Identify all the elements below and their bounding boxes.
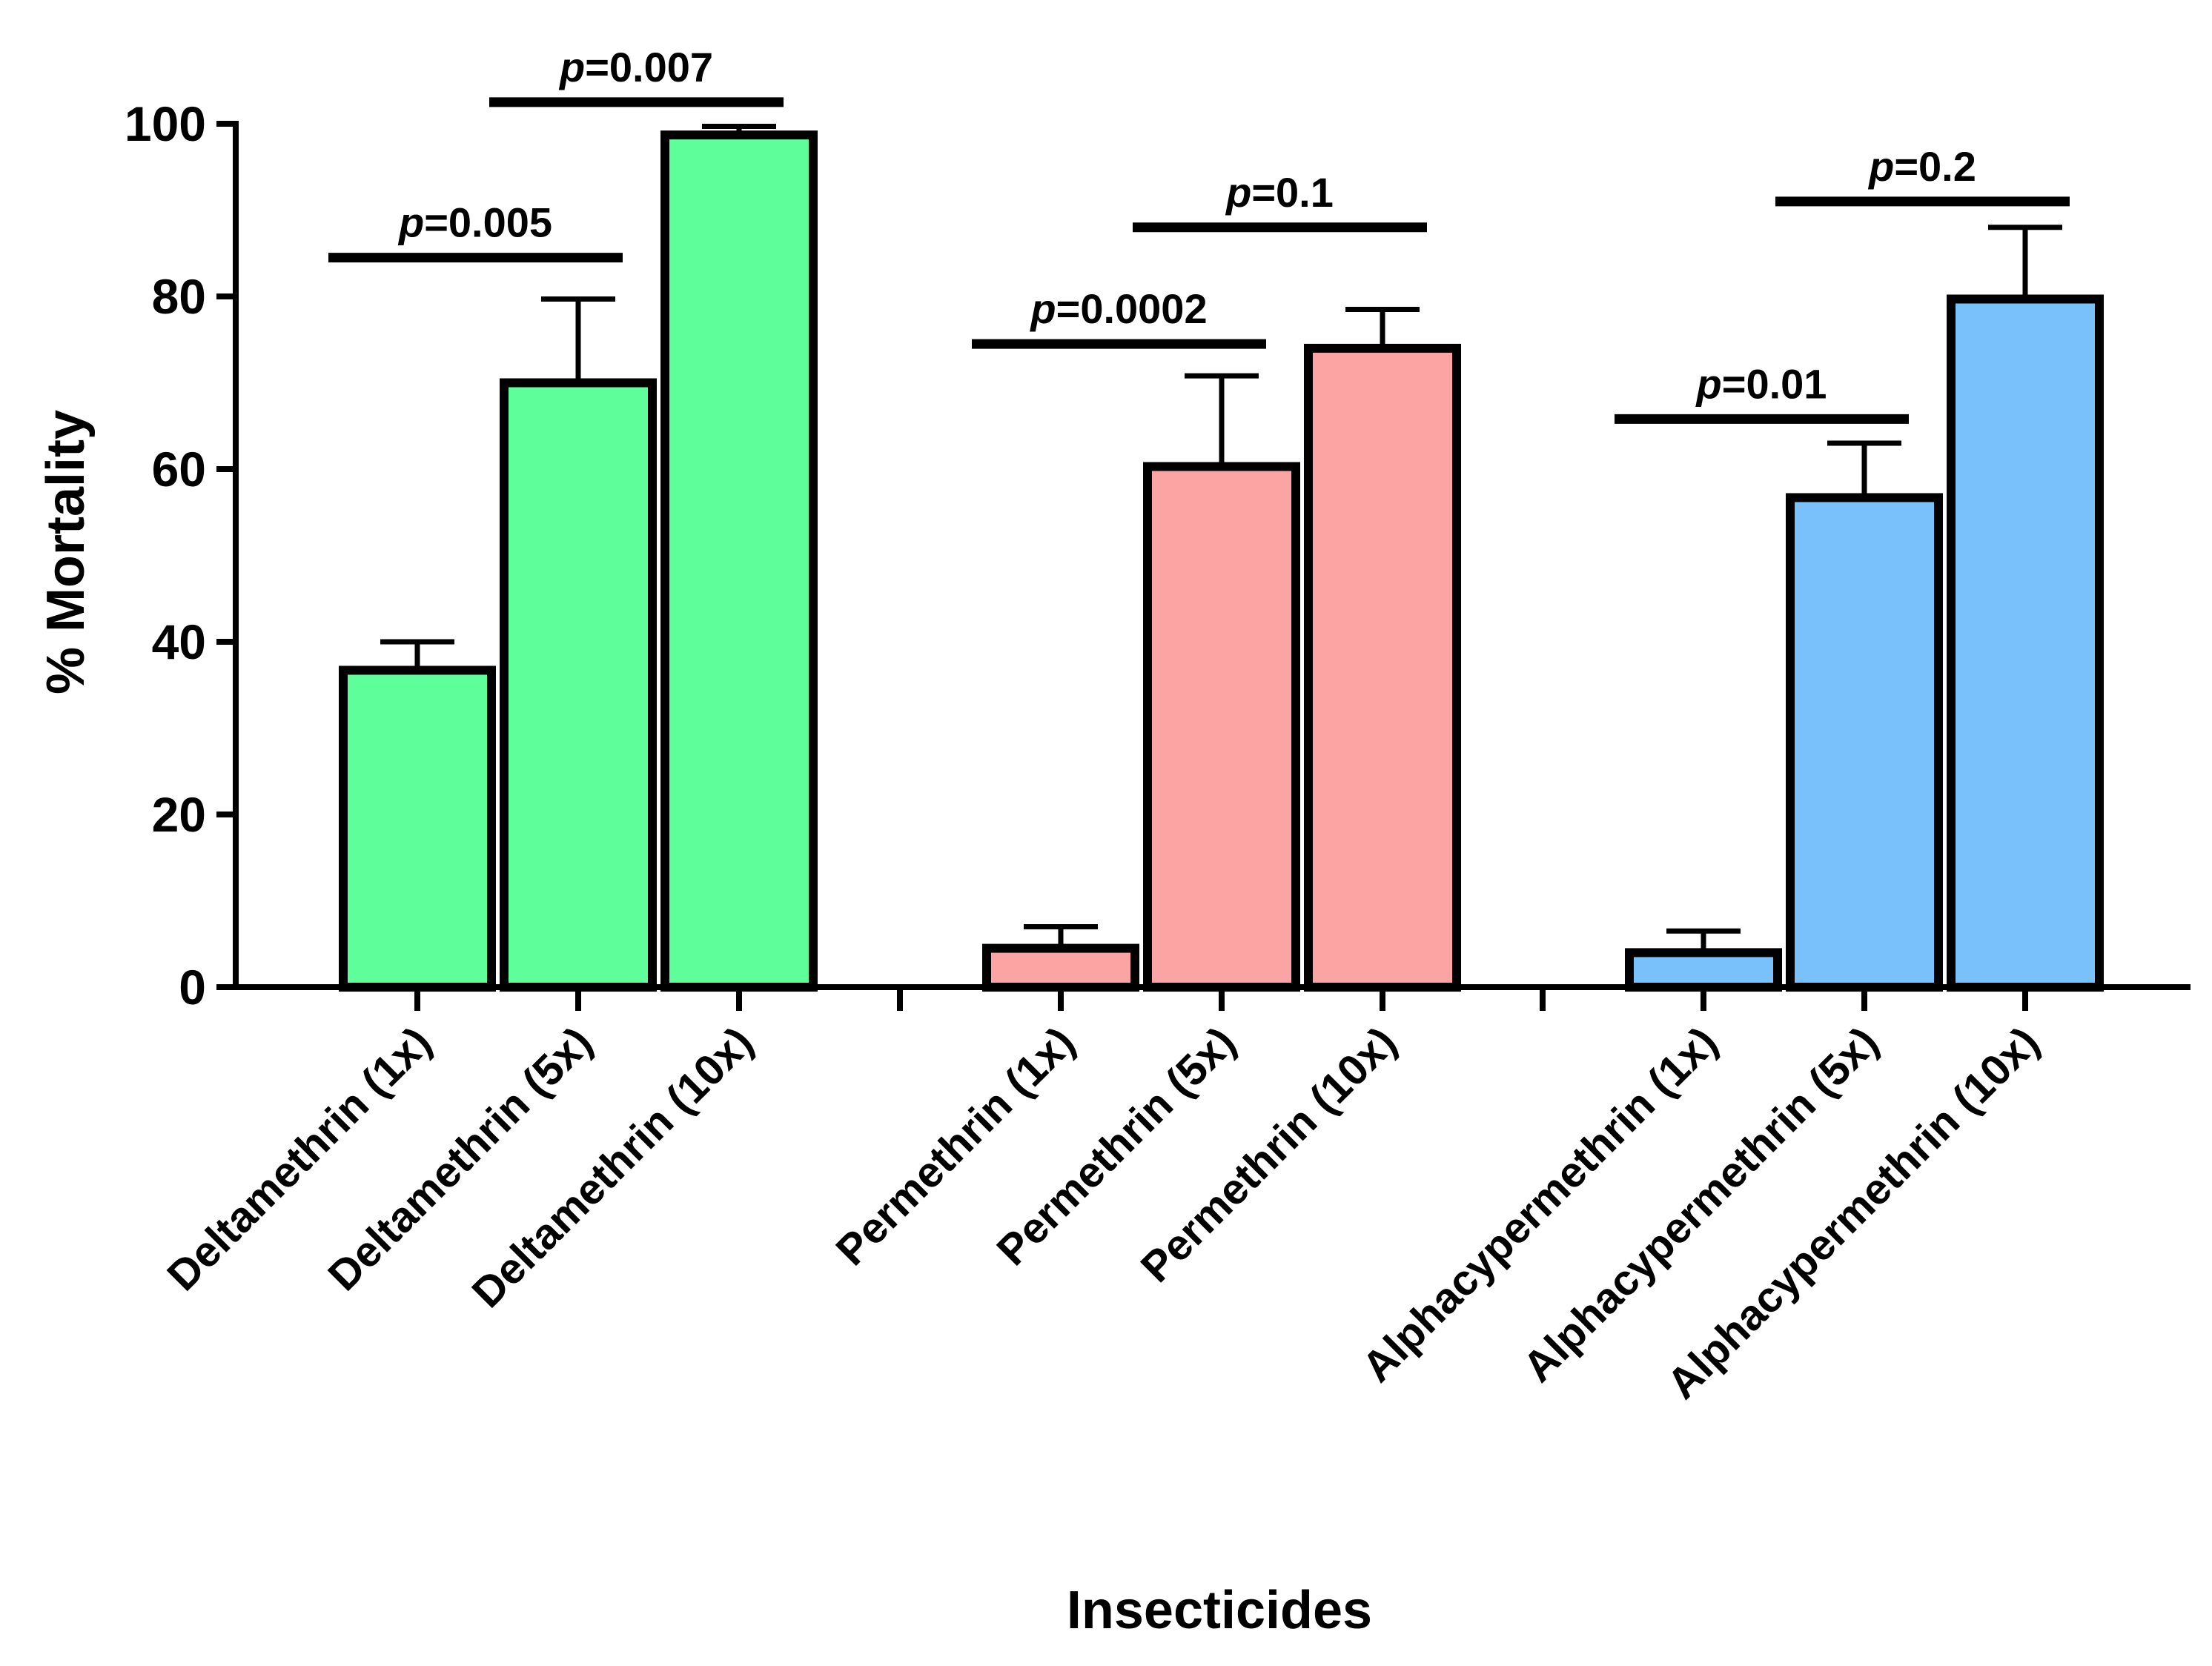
y-tick-label: 60 bbox=[152, 442, 206, 497]
x-category-label: Deltamethrin (10x) bbox=[463, 1018, 762, 1317]
y-tick-label: 20 bbox=[152, 787, 206, 842]
bar bbox=[339, 666, 496, 992]
p-value-symbol: p bbox=[1029, 285, 1056, 332]
bar bbox=[982, 943, 1139, 992]
bar bbox=[660, 130, 818, 992]
y-tick-label: 80 bbox=[152, 269, 206, 324]
bar bbox=[1625, 948, 1782, 992]
p-value-label: p=0.01 bbox=[1695, 360, 1827, 407]
p-value-number: =0.01 bbox=[1722, 360, 1827, 407]
x-category-label: Deltamethrin (5x) bbox=[319, 1018, 601, 1300]
x-category-label: Deltamethrin (1x) bbox=[158, 1018, 440, 1300]
bars bbox=[339, 130, 2104, 992]
y-tick-label: 40 bbox=[152, 614, 206, 669]
p-value-label: p=0.2 bbox=[1867, 143, 1976, 190]
y-tick-label: 0 bbox=[179, 960, 206, 1015]
p-value-number: =0.0002 bbox=[1056, 285, 1208, 332]
p-value-symbol: p bbox=[1225, 169, 1251, 216]
bar bbox=[1786, 493, 1943, 992]
p-value-symbol: p bbox=[397, 199, 424, 246]
p-value-symbol: p bbox=[558, 44, 585, 90]
p-value-label: p=0.005 bbox=[397, 199, 552, 246]
p-value-symbol: p bbox=[1867, 143, 1894, 190]
error-bars bbox=[380, 123, 2062, 953]
p-value-number: =0.1 bbox=[1251, 169, 1334, 216]
p-value-number: =0.007 bbox=[585, 44, 713, 90]
x-axis: Deltamethrin (1x)Deltamethrin (5x)Deltam… bbox=[158, 984, 2191, 1408]
bar bbox=[1304, 343, 1461, 992]
bar bbox=[500, 378, 657, 992]
p-value-label: p=0.007 bbox=[558, 44, 713, 90]
p-value-label: p=0.1 bbox=[1225, 169, 1334, 216]
y-axis-title: % Mortality bbox=[36, 410, 96, 694]
y-axis: 0 20 40 60 80 100 bbox=[125, 96, 239, 1015]
bar bbox=[1143, 462, 1300, 992]
p-value-number: =0.005 bbox=[424, 199, 552, 246]
bar bbox=[1947, 294, 2104, 992]
p-value-symbol: p bbox=[1695, 360, 1722, 407]
x-axis-title: Insecticides bbox=[1067, 1581, 1372, 1640]
y-tick-label: 100 bbox=[125, 96, 206, 151]
p-value-number: =0.2 bbox=[1894, 143, 1976, 190]
p-value-label: p=0.0002 bbox=[1029, 285, 1207, 332]
